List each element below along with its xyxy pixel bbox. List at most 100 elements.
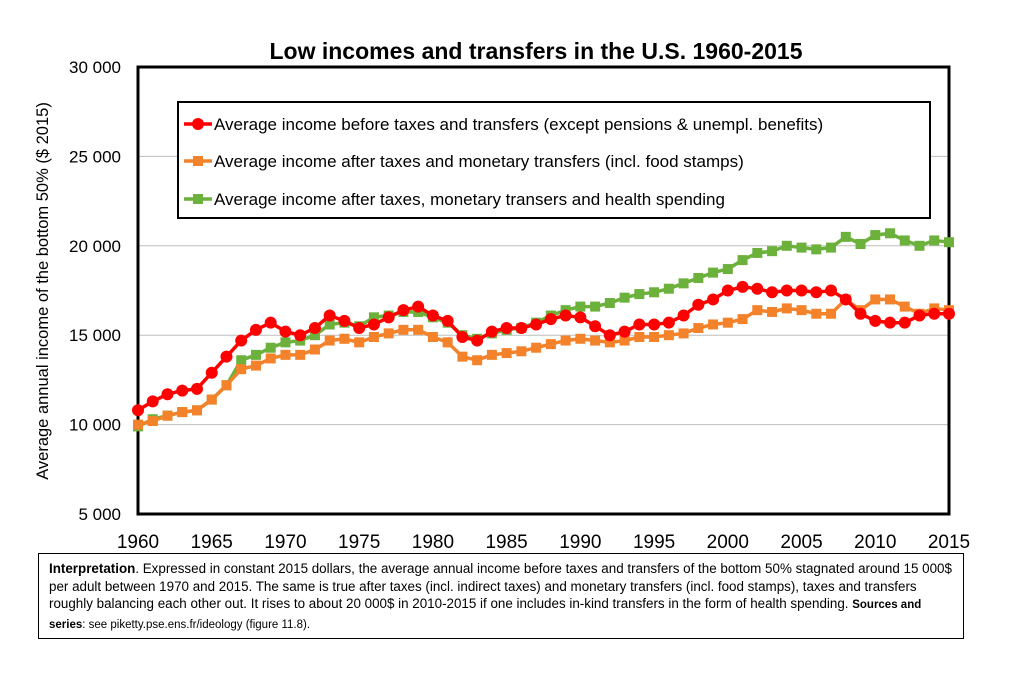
data-point	[854, 307, 867, 320]
data-point	[649, 331, 660, 342]
data-point	[693, 272, 704, 283]
data-point	[236, 355, 247, 366]
data-point	[383, 328, 394, 339]
x-tick-label: 2000	[707, 532, 749, 552]
data-point	[338, 314, 351, 327]
y-tick-label: 5 000	[78, 505, 121, 524]
data-point	[236, 364, 247, 375]
data-point	[426, 309, 439, 322]
data-point	[767, 246, 778, 257]
data-point	[678, 328, 689, 339]
x-tick-label: 1980	[412, 532, 454, 552]
data-point	[427, 331, 438, 342]
series-2	[133, 294, 954, 430]
data-point	[913, 309, 926, 322]
x-tick-label: 2005	[780, 532, 822, 552]
data-point	[663, 330, 674, 341]
data-point	[294, 329, 307, 342]
data-point	[309, 344, 320, 355]
data-point	[545, 339, 556, 350]
data-point	[308, 322, 321, 335]
series-line	[137, 285, 949, 412]
data-point	[235, 334, 248, 347]
data-point	[486, 349, 497, 360]
data-point	[264, 316, 277, 329]
data-point	[457, 351, 468, 362]
data-point	[752, 247, 763, 258]
data-point	[826, 308, 837, 319]
legend-swatch-marker	[192, 118, 204, 130]
data-point	[767, 306, 778, 317]
y-tick-label: 25 000	[69, 147, 121, 166]
data-point	[265, 342, 276, 353]
data-point	[766, 286, 779, 299]
data-point	[516, 346, 527, 357]
data-point	[811, 244, 822, 255]
data-point	[559, 309, 572, 322]
data-point	[531, 342, 542, 353]
data-point	[618, 325, 631, 338]
plot-area-frame	[136, 65, 951, 516]
data-point	[177, 407, 188, 418]
data-point	[708, 267, 719, 278]
data-point	[899, 235, 910, 246]
data-point	[634, 331, 645, 342]
data-point	[780, 284, 793, 297]
legend-swatch-marker	[193, 194, 203, 204]
series-1	[132, 280, 955, 417]
legend-entry: Average income after taxes and monetary …	[184, 152, 744, 171]
data-point	[619, 292, 630, 303]
data-point	[825, 284, 838, 297]
data-point	[899, 301, 910, 312]
data-point	[693, 323, 704, 334]
x-axis-tick-labels: 1960 1965 1970 1975 1980 1985 1990 1995 2000 2005…	[117, 532, 970, 552]
data-point	[944, 237, 954, 248]
legend-entry: Average income before taxes and transfer…	[184, 115, 823, 134]
data-point	[869, 314, 882, 327]
data-point	[368, 312, 379, 323]
interpretation-note: Interpretation. Expressed in constant 20…	[38, 553, 964, 639]
data-point	[884, 316, 897, 329]
data-point	[382, 311, 395, 324]
data-point	[840, 231, 851, 242]
data-point	[339, 333, 350, 344]
data-point	[398, 324, 409, 335]
data-point	[722, 317, 733, 328]
data-point	[839, 293, 852, 306]
x-tick-label: 1990	[559, 532, 601, 552]
data-point	[708, 319, 719, 330]
data-point	[781, 303, 792, 314]
x-tick-label: 1970	[264, 532, 306, 552]
data-point	[737, 314, 748, 325]
data-point	[191, 405, 202, 416]
legend-label: Average income before taxes and transfer…	[214, 115, 823, 134]
data-point	[943, 307, 955, 320]
x-tick-label: 1995	[633, 532, 675, 552]
data-point	[309, 330, 320, 341]
x-tick-label: 2010	[854, 532, 896, 552]
data-point	[633, 318, 646, 331]
data-point	[280, 349, 291, 360]
legend-label: Average income after taxes, monetary tra…	[214, 190, 725, 209]
data-point	[796, 242, 807, 253]
data-point	[132, 404, 144, 417]
data-point	[265, 353, 276, 364]
data-point	[575, 333, 586, 344]
sources-text: : see piketty.pse.ens.fr/ideology (figur…	[82, 618, 311, 631]
data-point	[781, 240, 792, 251]
x-tick-label: 1960	[117, 532, 159, 552]
data-point	[663, 283, 674, 294]
data-point	[500, 322, 513, 335]
data-point	[250, 349, 261, 360]
data-point	[501, 348, 512, 359]
data-point	[929, 235, 940, 246]
series-layer	[132, 228, 955, 432]
sources-label: Sources and series	[49, 599, 922, 631]
data-point	[649, 287, 660, 298]
data-point	[176, 384, 189, 397]
data-point	[855, 239, 866, 250]
data-point	[589, 320, 602, 333]
data-point	[280, 337, 291, 348]
data-point	[604, 337, 615, 348]
data-point	[796, 305, 807, 316]
